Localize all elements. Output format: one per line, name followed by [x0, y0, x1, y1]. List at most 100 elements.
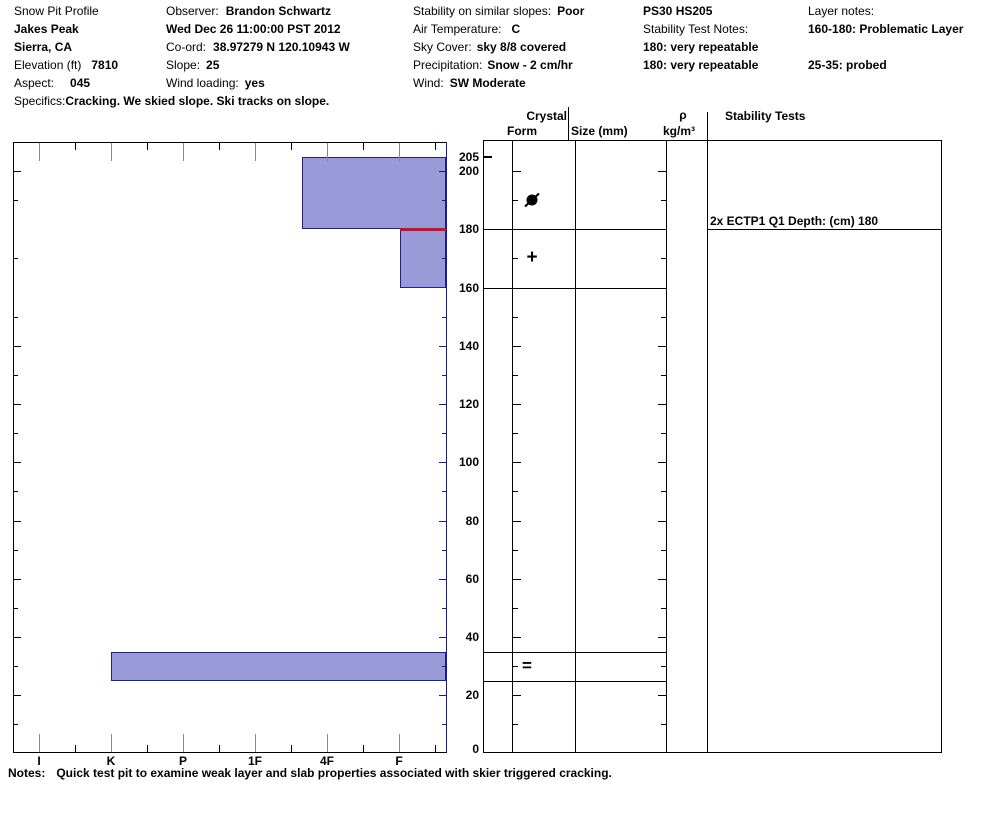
depth-label: 60	[465, 571, 479, 586]
depth-label: 200	[458, 164, 479, 179]
hardness-minor-tick	[75, 745, 76, 752]
hardness-minor-tick	[147, 745, 148, 752]
depth-tick	[512, 666, 518, 668]
depth-tick	[14, 578, 21, 580]
depth-tick	[442, 724, 446, 726]
header-row: Snow Pit Profile	[14, 4, 99, 18]
hardness-minor-tick	[75, 143, 76, 150]
header-row: Precipitation: Snow - 2 cm/hr	[413, 58, 573, 72]
chart-border-left	[13, 142, 14, 752]
header-row: 160-180: Problematic Layer	[808, 22, 963, 36]
depth-tick	[661, 200, 666, 202]
header-value: Jakes Peak	[14, 22, 79, 36]
hardness-major-tick	[399, 143, 400, 161]
layer-line	[483, 680, 666, 682]
header-row: Sky Cover: sky 8/8 covered	[413, 40, 566, 54]
hardness-major-tick	[183, 734, 184, 752]
header-value: 38.97279 N 120.10943 W	[213, 40, 350, 54]
depth-label: 20	[465, 688, 479, 703]
table-border-bottom	[483, 752, 942, 753]
depth-tick	[512, 171, 521, 173]
stability-tests-header: Stability Tests	[725, 109, 806, 123]
hardness-minor-tick	[219, 143, 220, 150]
depth-tick	[661, 607, 666, 609]
depth-tick	[658, 578, 666, 580]
header-row: Slope: 25	[166, 58, 219, 72]
hardness-major-tick	[327, 143, 328, 161]
hardness-minor-tick	[363, 143, 364, 150]
snow-surface-tick	[484, 155, 492, 158]
layer-line	[483, 287, 666, 289]
header-row: Layer notes:	[808, 4, 874, 18]
depth-tick	[512, 200, 518, 202]
header-row: Elevation (ft) 7810	[14, 58, 118, 72]
depth-tick	[512, 316, 518, 318]
header-row: Stability on similar slopes: Poor	[413, 4, 584, 18]
hardness-major-tick	[39, 734, 40, 752]
header-value: Wed Dec 26 11:00:00 PST 2012	[166, 22, 341, 36]
depth-tick	[442, 549, 446, 551]
hardness-major-tick	[327, 734, 328, 752]
depth-tick	[442, 607, 446, 609]
hardness-bar	[302, 156, 446, 230]
depth-tick	[512, 404, 521, 406]
hardness-label: 1F	[247, 754, 262, 768]
depth-tick	[512, 637, 521, 639]
header-row: Air Temperature: C	[413, 22, 520, 36]
hardness-minor-tick	[291, 745, 292, 752]
table-column-line	[941, 140, 942, 752]
depth-label: 40	[465, 630, 479, 645]
depth-tick	[512, 607, 518, 609]
header-label: Stability Test Notes:	[643, 22, 749, 36]
depth-tick	[442, 491, 446, 493]
depth-tick	[658, 520, 666, 522]
depth-tick	[512, 549, 518, 551]
depth-tick	[512, 258, 518, 260]
depth-tick	[14, 549, 18, 551]
notes-label: Notes:	[8, 766, 46, 780]
depth-tick	[661, 316, 666, 318]
hardness-label: 4F	[319, 754, 334, 768]
depth-label: 120	[458, 397, 479, 412]
header-label: Elevation (ft)	[14, 58, 82, 72]
depth-label: 205	[458, 149, 479, 164]
depth-label: 160	[458, 280, 479, 295]
hardness-minor-tick	[363, 745, 364, 752]
depth-tick	[442, 316, 446, 318]
header-value: 180: very repeatable	[643, 40, 759, 54]
header-row: Observer: Brandon Schwartz	[166, 4, 331, 18]
crystal-form-header-line1: Crystal	[526, 109, 567, 123]
header-row: Aspect: 045	[14, 76, 90, 90]
depth-tick	[512, 462, 521, 464]
depth-tick	[14, 637, 21, 639]
header-label: Sky Cover:	[413, 40, 472, 54]
density-column-header-units: kg/m³	[663, 124, 696, 138]
header-value: Brandon Schwartz	[225, 4, 332, 18]
hardness-major-tick	[111, 734, 112, 752]
header-value: Cracking. We skied slope. Ski tracks on …	[65, 94, 330, 108]
header-row: Specifics:Cracking. We skied slope. Ski …	[14, 94, 329, 108]
depth-tick	[439, 171, 446, 173]
header-label: Wind:	[413, 76, 444, 90]
depth-tick	[658, 695, 666, 697]
header-row: Wed Dec 26 11:00:00 PST 2012	[166, 22, 341, 36]
header-label: Layer notes:	[808, 4, 875, 18]
depth-tick	[14, 695, 21, 697]
depth-tick	[658, 404, 666, 406]
header-label: Air Temperature:	[413, 22, 502, 36]
hardness-bar	[399, 229, 446, 288]
hardness-label: I	[37, 754, 41, 768]
depth-tick	[14, 433, 18, 435]
depth-tick	[661, 491, 666, 493]
header-value: SW Moderate	[449, 76, 526, 90]
depth-tick	[658, 462, 666, 464]
depth-tick	[442, 200, 446, 202]
header-value: 25-35: probed	[808, 58, 887, 72]
depth-tick	[14, 171, 21, 173]
depth-label: 80	[465, 513, 479, 528]
header-row: Co-ord: 38.97279 N 120.10943 W	[166, 40, 350, 54]
layer-line	[483, 229, 666, 231]
depth-tick	[512, 520, 521, 522]
depth-tick	[512, 374, 518, 376]
